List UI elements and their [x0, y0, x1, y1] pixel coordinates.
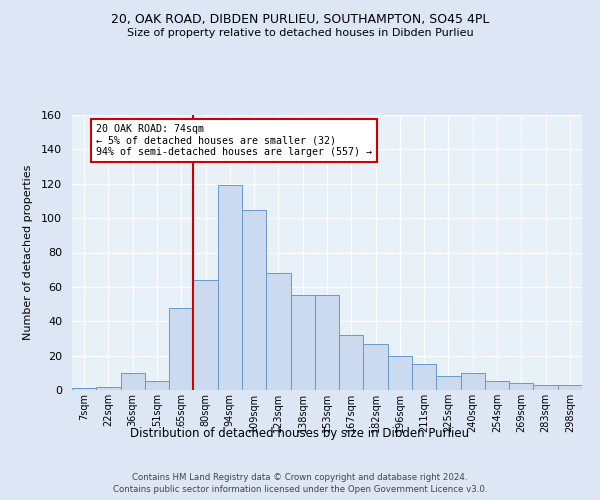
Y-axis label: Number of detached properties: Number of detached properties — [23, 165, 33, 340]
Bar — [388, 356, 412, 390]
Bar — [412, 364, 436, 390]
Bar — [145, 382, 169, 390]
Text: Contains public sector information licensed under the Open Government Licence v3: Contains public sector information licen… — [113, 485, 487, 494]
Bar — [72, 388, 96, 390]
Bar — [509, 383, 533, 390]
Bar — [121, 373, 145, 390]
Bar — [364, 344, 388, 390]
Text: Size of property relative to detached houses in Dibden Purlieu: Size of property relative to detached ho… — [127, 28, 473, 38]
Bar — [290, 296, 315, 390]
Bar — [461, 373, 485, 390]
Bar — [436, 376, 461, 390]
Bar — [266, 273, 290, 390]
Bar — [218, 186, 242, 390]
Text: 20, OAK ROAD, DIBDEN PURLIEU, SOUTHAMPTON, SO45 4PL: 20, OAK ROAD, DIBDEN PURLIEU, SOUTHAMPTO… — [111, 12, 489, 26]
Bar — [485, 382, 509, 390]
Bar — [96, 386, 121, 390]
Bar — [242, 210, 266, 390]
Text: Distribution of detached houses by size in Dibden Purlieu: Distribution of detached houses by size … — [130, 428, 470, 440]
Bar — [315, 296, 339, 390]
Bar — [339, 335, 364, 390]
Bar — [169, 308, 193, 390]
Bar — [533, 385, 558, 390]
Bar — [558, 385, 582, 390]
Text: 20 OAK ROAD: 74sqm
← 5% of detached houses are smaller (32)
94% of semi-detached: 20 OAK ROAD: 74sqm ← 5% of detached hous… — [96, 124, 372, 157]
Bar — [193, 280, 218, 390]
Text: Contains HM Land Registry data © Crown copyright and database right 2024.: Contains HM Land Registry data © Crown c… — [132, 472, 468, 482]
